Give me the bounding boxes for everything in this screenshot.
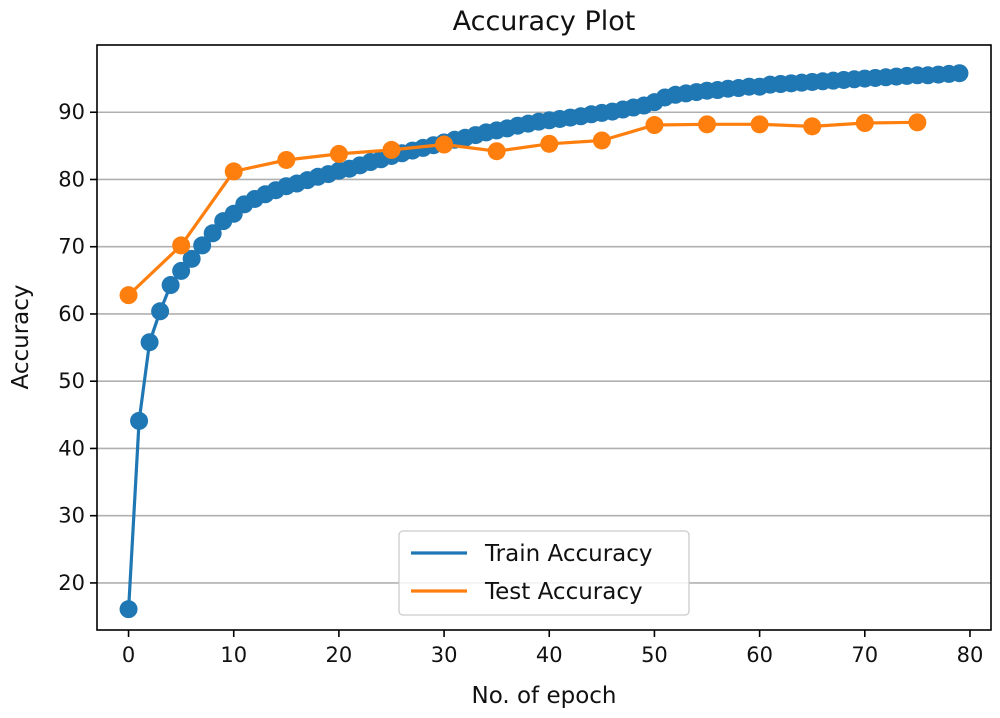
train-accuracy-point: [151, 302, 170, 321]
y-tick-label: 20: [58, 571, 85, 595]
y-axis-label: Accuracy: [8, 284, 34, 389]
y-tick-label: 50: [58, 369, 85, 393]
train-accuracy-point: [119, 600, 138, 619]
train-accuracy-point: [203, 224, 222, 243]
x-tick-label: 50: [641, 643, 668, 667]
y-tick-label: 30: [58, 504, 85, 528]
y-tick-label: 90: [58, 100, 85, 124]
test-accuracy-point: [382, 140, 401, 159]
train-accuracy-point: [950, 64, 969, 83]
train-accuracy-point: [172, 261, 191, 280]
test-accuracy-point: [435, 135, 454, 154]
x-axis-label: No. of epoch: [471, 683, 616, 709]
train-accuracy-series: [119, 64, 969, 619]
train-accuracy-point: [182, 249, 201, 268]
test-accuracy-point: [803, 117, 822, 136]
test-accuracy-point: [750, 115, 769, 134]
x-tick-label: 60: [746, 643, 773, 667]
test-accuracy-point: [329, 144, 348, 163]
train-accuracy-point: [161, 276, 180, 295]
test-accuracy-point: [224, 162, 243, 181]
x-axis-ticks: 0 10 20 30 40 50 60 70 80: [122, 630, 983, 667]
test-accuracy-point: [698, 115, 717, 134]
x-tick-label: 70: [851, 643, 878, 667]
test-accuracy-line: [127, 120, 918, 297]
x-tick-label: 80: [957, 643, 984, 667]
chart-title: Accuracy Plot: [453, 6, 636, 37]
test-accuracy-point: [540, 134, 559, 153]
x-tick-label: 20: [326, 643, 353, 667]
legend-test-label: Test Accuracy: [484, 579, 643, 605]
test-accuracy-series: [119, 113, 927, 305]
legend-box: [398, 530, 690, 616]
test-accuracy-point: [855, 114, 874, 132]
test-accuracy-point: [119, 286, 138, 305]
y-tick-label: 40: [58, 436, 85, 460]
x-tick-label: 10: [220, 643, 247, 667]
grid-lines: [97, 111, 991, 584]
test-accuracy-point: [487, 142, 506, 161]
legend: Train Accuracy Test Accuracy: [398, 530, 690, 616]
test-accuracy-point: [277, 150, 296, 169]
train-accuracy-point: [140, 333, 159, 352]
test-accuracy-point: [592, 131, 611, 150]
y-axis-ticks: 20 30 40 50 60 70 80 90: [58, 100, 97, 595]
test-accuracy-point: [645, 116, 664, 135]
y-tick-label: 70: [58, 235, 85, 259]
x-tick-label: 30: [431, 643, 458, 667]
train-accuracy-point: [193, 236, 212, 255]
train-accuracy-point: [130, 411, 149, 430]
legend-train-label: Train Accuracy: [484, 541, 653, 567]
test-accuracy-point: [908, 113, 927, 132]
plot-frame: [96, 44, 992, 631]
y-tick-label: 80: [58, 167, 85, 191]
y-tick-label: 60: [58, 302, 85, 326]
x-tick-label: 40: [536, 643, 563, 667]
test-accuracy-point: [172, 236, 191, 255]
x-tick-label: 0: [122, 643, 135, 667]
